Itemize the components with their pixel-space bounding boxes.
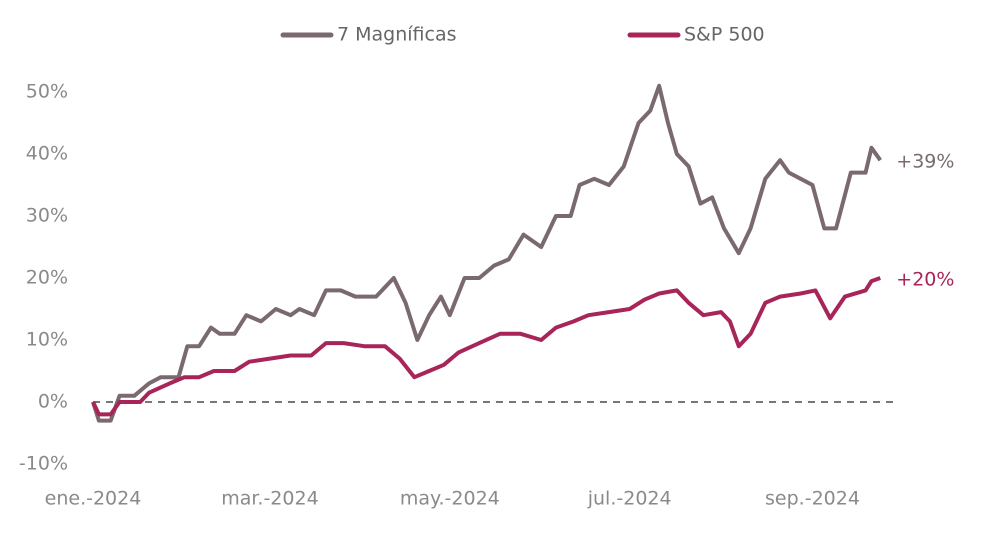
y-tick-label: 40% (26, 143, 68, 165)
x-tick-label: sep.-2024 (765, 488, 860, 510)
x-tick-label: may.-2024 (400, 488, 500, 510)
y-tick-label: 10% (26, 329, 68, 351)
y-tick-label: 50% (26, 81, 68, 103)
end-label: +39% (896, 151, 954, 173)
y-tick-label: 20% (26, 267, 68, 289)
y-tick-label: 0% (38, 391, 68, 413)
legend-label: S&P 500 (684, 24, 765, 46)
end-label: +20% (896, 269, 954, 291)
x-tick-label: jul.-2024 (587, 488, 672, 510)
series-line (91, 83, 882, 423)
legend-label: 7 Magníficas (337, 24, 457, 46)
series-line (91, 276, 881, 417)
y-tick-label: 30% (26, 205, 68, 227)
x-tick-label: mar.-2024 (221, 488, 318, 510)
y-tick-label: -10% (19, 453, 68, 475)
x-tick-label: ene.-2024 (45, 488, 142, 510)
